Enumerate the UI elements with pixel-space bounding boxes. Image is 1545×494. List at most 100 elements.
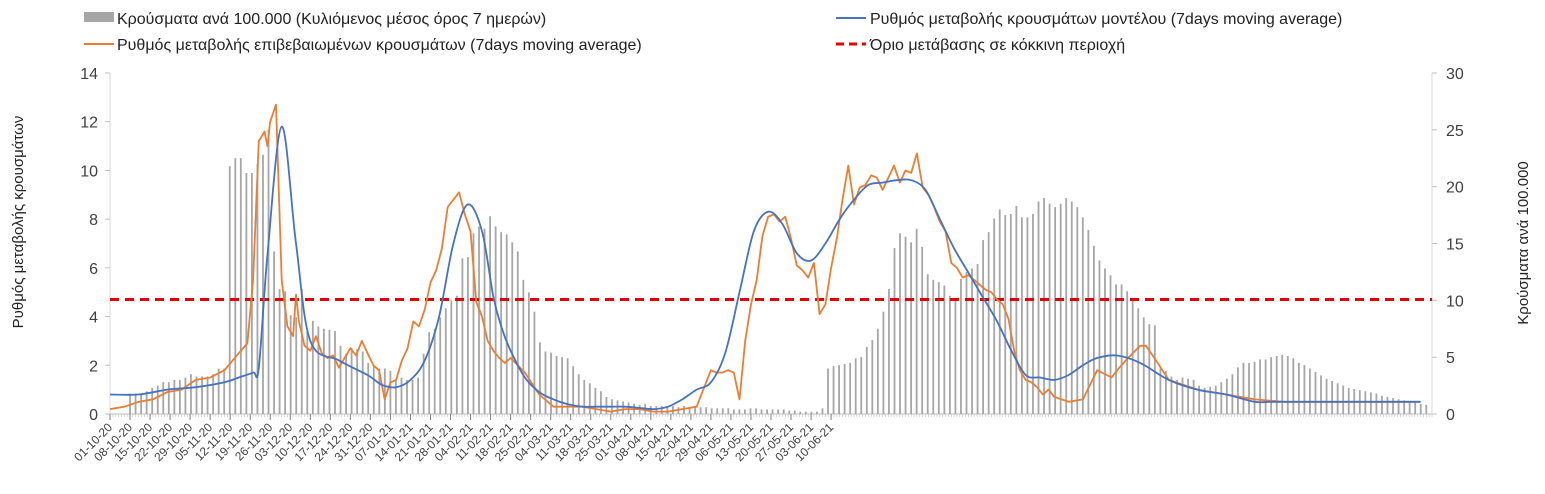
bar-per-100k (1242, 362, 1245, 414)
bar-per-100k (467, 257, 469, 414)
bar-per-100k (1120, 284, 1123, 414)
left-tick-label: 6 (89, 261, 98, 278)
bar-per-100k (1381, 395, 1383, 414)
bar-per-100k (1342, 385, 1345, 414)
bar-per-100k (954, 298, 957, 414)
bar-per-100k (971, 268, 973, 414)
bar-per-100k (422, 353, 425, 414)
bar-per-100k (744, 409, 746, 414)
bar-per-100k (539, 342, 541, 414)
bar-per-100k (550, 352, 552, 414)
bar-per-100k (455, 295, 458, 414)
bar-per-100k (1093, 245, 1095, 414)
bar-per-100k (256, 163, 259, 414)
bar-per-100k (406, 379, 408, 414)
bar-per-100k (195, 376, 198, 414)
bar-per-100k (478, 226, 480, 414)
bar-per-100k (472, 233, 475, 414)
right-tick-label: 15 (1446, 237, 1464, 254)
bar-per-100k (738, 409, 741, 414)
bar-per-100k (284, 291, 287, 414)
bar-per-100k (1264, 359, 1267, 414)
bar-per-100k (1403, 400, 1406, 414)
bar-per-100k (439, 317, 442, 414)
bar-per-100k (749, 408, 752, 414)
bar-per-100k (865, 346, 868, 414)
left-axis-title: Ρυθμός μεταβολής κρουσμάτων (10, 116, 27, 329)
bar-per-100k (827, 368, 829, 414)
bar-per-100k (832, 366, 835, 414)
bar-per-100k (190, 374, 192, 414)
bar-per-100k (1314, 371, 1317, 414)
bar-per-100k (666, 406, 669, 414)
bar-per-100k (156, 385, 159, 414)
bar-per-100k (129, 393, 131, 414)
bar-per-100k (350, 348, 353, 414)
bar-per-100k (483, 228, 486, 414)
bar-per-100k (1109, 275, 1112, 414)
bar-per-100k (882, 311, 885, 414)
bar-per-100k (1331, 381, 1334, 414)
bar-per-100k (976, 263, 979, 414)
bar-per-100k (206, 376, 209, 414)
bar-per-100k (1104, 268, 1106, 414)
bar-per-100k (1253, 361, 1256, 414)
bar-per-100k (1320, 375, 1322, 414)
bar-per-100k (1192, 379, 1195, 414)
bar-per-100k (1397, 399, 1400, 414)
bar-per-100k (1297, 362, 1300, 414)
bar-per-100k (1386, 396, 1389, 414)
bar-per-100k (1231, 374, 1234, 414)
bar-per-100k (245, 173, 248, 414)
bar-per-100k (1187, 378, 1189, 414)
bar-per-100k (1419, 403, 1422, 414)
bar-per-100k (937, 282, 940, 414)
bar-per-100k (505, 234, 508, 414)
bar-per-100k (688, 407, 691, 414)
bar-per-100k (782, 409, 785, 414)
bar-per-100k (948, 295, 951, 414)
bar-per-100k (544, 351, 547, 414)
bar-per-100k (777, 409, 780, 414)
bar-per-100k (223, 368, 226, 414)
legend-label-confirmed: Ρυθμός μεταβολής επιβεβαιωμένων κρουσμάτ… (117, 37, 642, 54)
bar-per-100k (1309, 368, 1311, 414)
bar-per-100k (771, 409, 774, 414)
bar-per-100k (804, 411, 807, 414)
bar-per-100k (1286, 356, 1289, 414)
legend-label-model: Ρυθμός μεταβολής κρουσμάτων μοντέλου (7d… (870, 11, 1342, 28)
right-tick-label: 5 (1446, 350, 1455, 367)
bar-per-100k (1037, 201, 1040, 414)
bar-per-100k (987, 232, 990, 414)
bar-per-100k (926, 274, 929, 414)
bar-per-100k (1020, 217, 1023, 414)
bar-per-100k (816, 411, 818, 414)
bar-per-100k (555, 356, 558, 414)
bar-per-100k (444, 308, 447, 414)
bar-per-100k (694, 407, 696, 414)
bar-per-100k (201, 376, 203, 414)
bar-per-100k (1098, 260, 1101, 414)
bar-per-100k (710, 408, 713, 414)
bar-per-100k (1115, 284, 1117, 414)
legend-swatch-bars (84, 12, 114, 22)
bar-per-100k (1408, 401, 1411, 414)
bar-per-100k (289, 315, 292, 414)
bar-per-100k (1425, 404, 1428, 414)
bar-per-100k (450, 300, 453, 414)
bar-per-100k (273, 251, 275, 414)
bar-per-100k (594, 387, 597, 414)
bar-per-100k (167, 382, 170, 414)
bar-per-100k (721, 408, 724, 414)
bar-per-100k (428, 332, 431, 414)
bar-per-100k (1065, 198, 1068, 414)
legend-label-threshold: Όριο μετάβασης σε κόκκινη περιοχή (869, 37, 1125, 54)
bar-per-100k (1248, 362, 1250, 414)
model-rate-line (109, 125, 1421, 411)
left-tick-label: 14 (80, 66, 98, 83)
bar-per-100k (1043, 198, 1045, 414)
bar-per-100k (849, 362, 852, 414)
bar-per-100k (888, 288, 890, 414)
bar-per-100k (1170, 376, 1173, 414)
bar-per-100k (417, 377, 419, 414)
